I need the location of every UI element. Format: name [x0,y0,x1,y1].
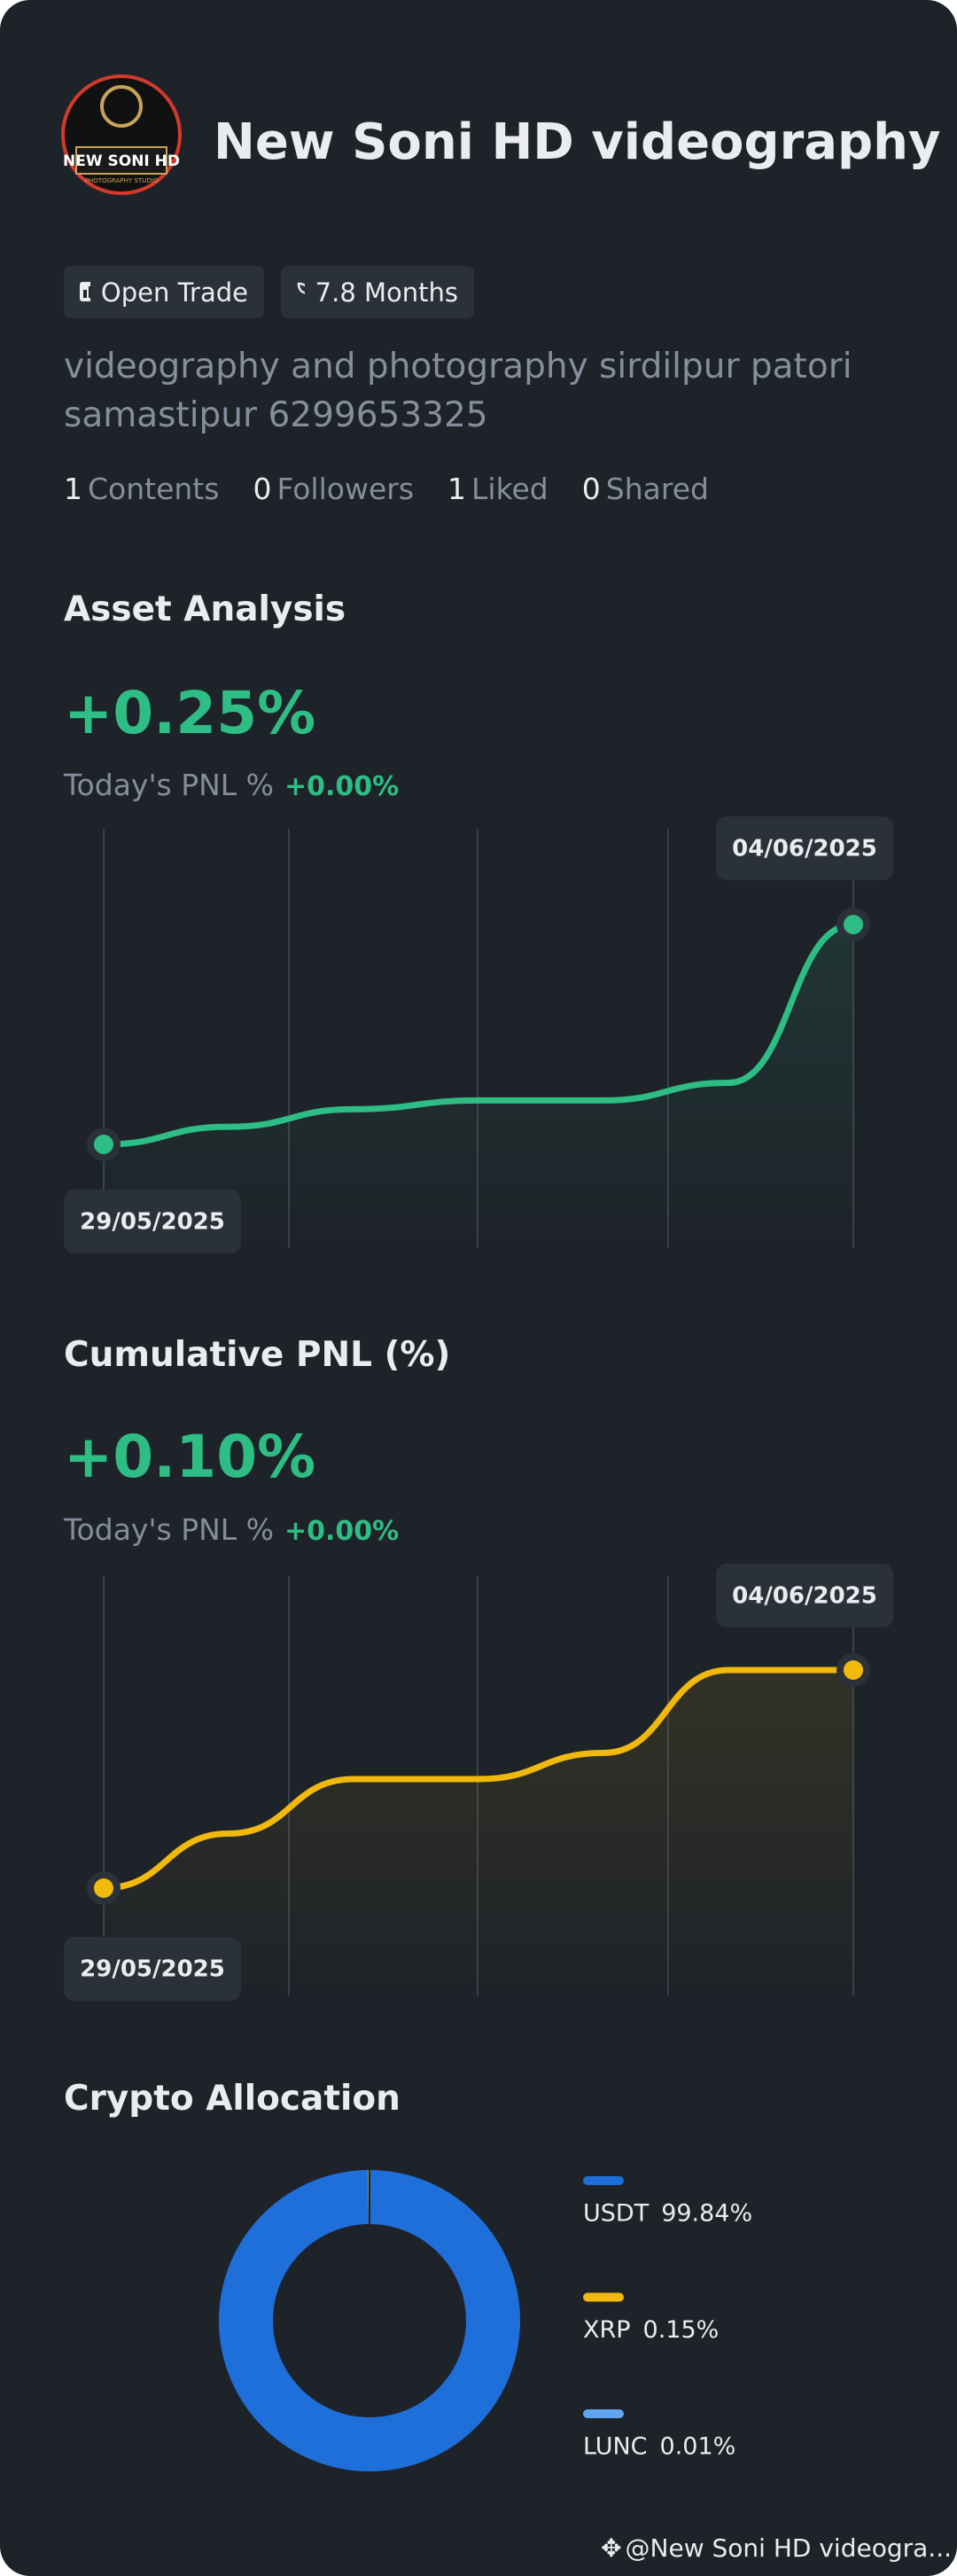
legend-value: 99.84% [661,2200,752,2228]
stat-value: 1 [64,472,82,506]
date-badge [64,1190,241,1253]
stat[interactable]: 1 Contents [64,472,219,506]
area [104,1670,853,1995]
tag[interactable]: Open Trade [64,266,264,318]
date-label: 04/06/2025 [732,836,877,863]
date-label: 04/06/2025 [732,1583,877,1610]
today-pnl: Today's PNL % +0.00% [64,768,399,802]
stat-label: Liked [471,472,549,506]
tag-label: 7.8 Months [315,277,458,308]
today-value: +0.00% [284,771,400,802]
icon [80,281,90,301]
avatar: NEW SONI HD PHOTOGRAPHY STUDIO [61,74,182,195]
donut-segment [218,2170,520,2471]
stat[interactable]: 1 Liked [447,472,549,506]
stat-label: Followers [276,472,415,506]
chart-headline: +0.10% [64,1423,316,1491]
profile-name: New Soni HD videography [214,113,941,171]
section-title: Crypto Allocation [64,2079,401,2119]
footer-text: @New Soni HD videogra... [625,2533,952,2563]
today-pnl: Today's PNL % +0.00% [64,1512,399,1547]
legend-label: USDT [583,2200,650,2228]
date-badge [64,1937,241,2001]
stat[interactable]: 0 Followers [253,472,414,506]
legend-label: XRP [583,2316,631,2344]
section-title: Asset Analysis [64,589,346,629]
section-title: Cumulative PNL (%) [64,1335,451,1375]
stat-value: 1 [447,472,467,506]
legend-swatch [583,2176,624,2185]
date-label: 29/05/2025 [80,1956,225,1983]
line [100,921,857,1148]
today-label: Today's PNL % [64,768,275,802]
avatar-text: NEW SONI HD [63,152,180,170]
point [94,1135,113,1154]
footer: ✥ @New Soni HD videogra... [601,2533,952,2563]
avatar-subtext: PHOTOGRAPHY STUDIO [85,177,159,184]
stat-label: Contents [88,472,220,506]
today-label: Today's PNL % [64,1512,275,1547]
point [844,1660,863,1680]
legend-swatch [583,2292,624,2302]
today-value: +0.00% [284,1516,400,1547]
stat-label: Shared [605,472,709,506]
point [94,1878,113,1898]
tag-label: Open Trade [100,277,248,308]
stat[interactable]: 0 Shared [582,472,709,506]
bio: videography and photography sirdilpur pa… [64,347,852,435]
date-label: 29/05/2025 [80,1209,225,1236]
point [844,915,863,934]
legend-value: 0.01% [660,2433,736,2461]
stat-value: 0 [581,472,601,506]
stats: 1 Contents 0 Followers 1 Liked 0 Shared [64,472,743,506]
line [100,1667,857,1892]
stat-value: 0 [253,472,272,506]
date-badge [716,816,893,880]
area [104,925,853,1248]
date-badge [716,1564,893,1628]
legend-value: 0.15% [643,2316,720,2344]
legend-swatch [583,2409,624,2418]
chart-headline: +0.25% [64,679,316,747]
icon [297,282,305,294]
legend-label: LUNC [583,2433,648,2461]
tag[interactable]: 7.8 Months [281,266,474,318]
